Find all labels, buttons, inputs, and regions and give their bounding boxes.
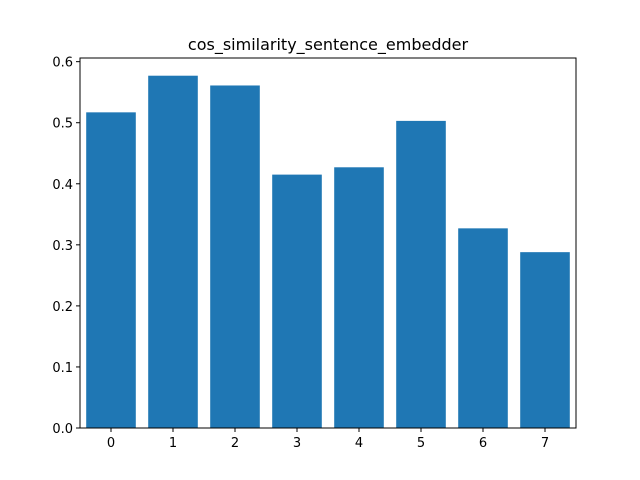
chart-title: cos_similarity_sentence_embedder [188,35,469,55]
x-tick-label: 5 [417,436,425,451]
y-tick-label: 0.5 [52,117,73,132]
y-tick-label: 0.3 [52,239,73,254]
bar-1 [148,75,198,428]
y-tick-label: 0.6 [52,56,73,71]
y-axis: 0.0 0.1 0.2 0.3 0.4 0.5 0.6 [52,56,80,437]
y-tick-label: 0.4 [52,178,73,193]
bar-6 [458,228,508,428]
y-tick-label: 0.0 [52,422,73,437]
x-tick-label: 1 [169,436,177,451]
x-tick-label: 7 [541,436,549,451]
x-tick-label: 4 [355,436,363,451]
plot-frame [79,57,577,429]
bar-3 [272,174,322,428]
y-tick-label: 0.1 [52,361,73,376]
x-tick-label: 3 [293,436,301,451]
x-axis: 0 1 2 3 4 5 6 7 [107,428,549,451]
bar-7 [520,252,570,428]
y-tick-label: 0.2 [52,300,73,315]
bars-group [86,75,570,428]
bar-5 [396,120,446,428]
bar-4 [334,167,384,428]
bar-0 [86,112,136,428]
x-tick-label: 0 [107,436,115,451]
x-tick-label: 6 [479,436,487,451]
bar-2 [210,85,260,428]
x-tick-label: 2 [231,436,239,451]
